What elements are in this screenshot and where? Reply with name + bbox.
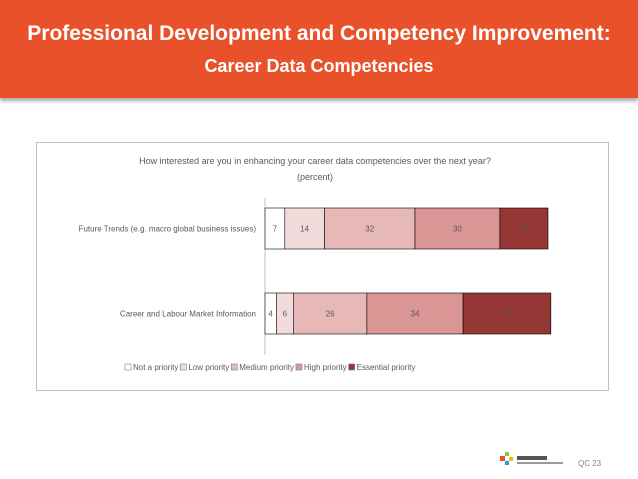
- data-label: 26: [326, 310, 335, 319]
- bar-segment: [366, 292, 464, 335]
- chart-title: How interested are you in enhancing your…: [139, 156, 491, 166]
- bar-segment: [414, 207, 501, 250]
- category-label: Career and Labour Market Information: [120, 310, 256, 319]
- chart-subtitle: (percent): [297, 172, 333, 182]
- data-label: 32: [365, 225, 374, 234]
- bar-segment: [284, 207, 325, 250]
- slide-title: Professional Development and Competency …: [27, 22, 611, 45]
- page-number: QC 23: [578, 459, 602, 468]
- legend-label: Essential priority: [357, 363, 416, 372]
- legend-label: Medium priority: [239, 363, 294, 372]
- bar-segment: [292, 292, 368, 335]
- title-banner: Professional Development and Competency …: [0, 0, 638, 98]
- stacked-bar-chart: How interested are you in enhancing your…: [79, 156, 552, 372]
- legend-swatch: [295, 363, 303, 371]
- legend-swatch: [180, 363, 187, 371]
- slide-subtitle: Career Data Competencies: [204, 56, 434, 76]
- data-label: 31: [503, 310, 512, 319]
- data-label: 17: [519, 225, 528, 234]
- data-label: 7: [273, 225, 278, 234]
- data-label: 14: [300, 225, 309, 234]
- legend-label: Not a priority: [133, 363, 178, 372]
- bar-segment: [499, 207, 549, 250]
- legend-label: High priority: [304, 363, 347, 372]
- data-label: 6: [283, 310, 288, 319]
- data-label: 4: [268, 310, 273, 319]
- bar-segment: [462, 292, 552, 335]
- legend-swatch: [348, 363, 355, 371]
- category-label: Future Trends (e.g. macro global busines…: [79, 225, 257, 234]
- ceric-logo-icon: [500, 452, 563, 465]
- legend-swatch: [230, 363, 238, 371]
- data-label: 30: [453, 225, 462, 234]
- legend-swatch: [124, 363, 132, 371]
- data-label: 34: [411, 310, 420, 319]
- legend-label: Low priority: [188, 363, 229, 372]
- bar-segment: [324, 207, 416, 250]
- chart-frame: [36, 142, 609, 391]
